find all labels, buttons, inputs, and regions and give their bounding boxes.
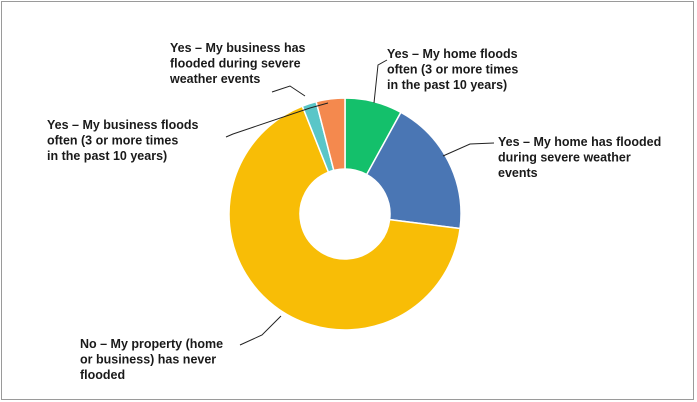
slice-label-line: Yes – My business has: [170, 41, 306, 55]
slice-label-line: Yes – My home has flooded: [498, 135, 661, 149]
slice-label-line: weather events: [169, 72, 260, 86]
donut-hole: [300, 169, 390, 259]
slice-label-line: flooded during severe: [170, 57, 301, 71]
slice-label-line: events: [498, 166, 538, 180]
slice-label-line: Yes – My business floods: [47, 118, 198, 132]
slice-label-4: Yes – My business floods often (3 or more…: [47, 118, 198, 163]
slice-label-line: or business) has never: [80, 353, 216, 367]
slice-label-2: Yes – My home has flooded during severe w…: [498, 135, 661, 180]
leader-line-5: [271, 85, 306, 97]
slice-label-line: in the past 10 years): [47, 149, 167, 163]
leader-line-1: [373, 59, 388, 104]
slice-label-line: No – My property (home: [80, 337, 223, 351]
donut-slices: [228, 97, 462, 331]
slice-labels: Yes – My home floods often (3 or more tim…: [47, 41, 661, 382]
leader-line-4: [225, 102, 329, 138]
slice-label-line: flooded: [80, 368, 125, 382]
slice-label-3: No – My property (home or business) has n…: [80, 337, 223, 382]
leader-line-2: [442, 142, 495, 157]
slice-label-1: Yes – My home floods often (3 or more tim…: [387, 47, 518, 92]
slice-label-line: during severe weather: [498, 151, 631, 165]
slice-label-line: often (3 or more times: [47, 134, 178, 148]
slice-label-line: Yes – My home floods: [387, 47, 518, 61]
leader-lines: [225, 59, 495, 346]
slice-label-line: in the past 10 years): [387, 78, 507, 92]
leader-line-3: [239, 315, 282, 346]
slice-label-5: Yes – My business has flooded during seve…: [169, 41, 306, 86]
slice-label-line: often (3 or more times: [387, 63, 518, 77]
